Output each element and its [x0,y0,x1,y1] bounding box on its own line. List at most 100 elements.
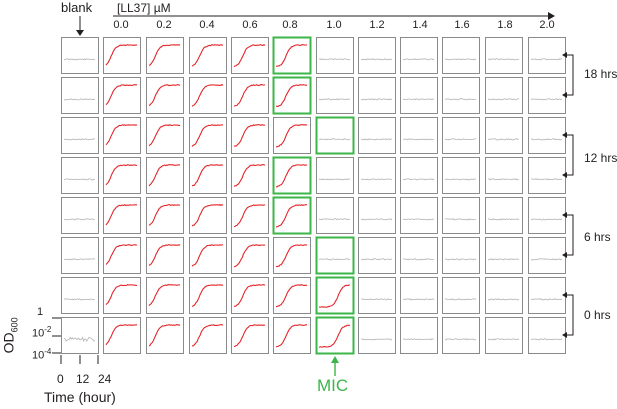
mic-highlight-box [272,76,312,115]
plot-panel [273,37,311,74]
plot-panel [400,277,438,314]
baseline-curve [63,178,96,181]
growth-curve [233,244,266,268]
growth-curve [191,284,224,307]
baseline-curve [63,138,96,141]
plot-panel [358,317,396,354]
growth-curve [191,44,224,67]
baseline-curve [361,98,393,101]
plot-panel [400,117,438,154]
plot-panel [442,237,480,274]
plot-panel [528,197,566,234]
bracket-arrow-head [562,92,567,98]
baseline-curve [64,218,96,221]
plot-panel [316,237,354,274]
plot-panel [400,317,438,354]
plot-panel [146,37,184,74]
blank-arrow-head [76,30,84,36]
growth-curve [148,124,180,147]
plot-panel [400,37,438,74]
x-tick-24: 24 [98,372,112,386]
plot-panel [189,77,227,114]
mic-highlight-box [272,196,312,235]
baseline-curve [402,98,435,101]
plot-panel [61,277,99,314]
mic-highlight-box [315,236,355,275]
baseline-curve [530,138,563,141]
growth-curve [276,284,308,308]
growth-curve [105,283,138,305]
time-bracket [566,214,574,256]
bracket-arrow-head [562,252,567,258]
plot-panel [146,157,184,194]
baseline-curve [402,258,435,261]
growth-curve [148,243,181,266]
y-axis-label: OD600 [0,317,20,354]
growth-curve [233,84,266,107]
plot-panel [61,317,99,354]
baseline-curve [402,58,435,61]
plot-panel [358,117,396,154]
growth-curve [275,244,308,268]
baseline-curve [360,58,393,61]
plot-panel [358,37,396,74]
plot-panel [442,197,480,234]
time-label-12h: 12 hrs [584,151,617,165]
baseline-curve [63,58,96,61]
plot-panel [103,37,141,74]
baseline-curve [360,178,393,181]
plot-panel [400,157,438,194]
baseline-curve [488,178,520,181]
growth-curve [233,284,266,307]
time-bracket [566,294,574,336]
plot-panel [442,117,480,154]
baseline-curve [530,218,563,221]
growth-curve [105,204,137,226]
baseline-curve [444,178,477,181]
plot-panel [528,37,566,74]
bracket-arrow-head [562,52,567,58]
concentration-tick: 0.4 [199,19,215,31]
baseline-curve [444,298,477,301]
baseline-curve [360,218,393,221]
plot-panel [400,237,438,274]
plot-panel [273,157,311,194]
baseline-curve [487,98,520,101]
growth-curve [275,124,308,148]
plot-panel [485,317,523,354]
concentration-tick: 1.2 [369,19,385,31]
plot-panel [442,37,480,74]
growth-curve [275,324,308,348]
plot-panel [103,197,141,234]
baseline-curve [487,138,520,141]
baseline-curve [361,338,393,341]
baseline-curve [487,298,520,301]
plot-panel [189,237,227,274]
plot-panel [61,237,99,274]
concentration-tick: 1.0 [326,19,342,31]
plot-panel [146,277,184,314]
mic-arrow-head [331,356,339,363]
plot-panel [146,117,184,154]
plot-panel [189,157,227,194]
plot-panel [273,197,311,234]
baseline-curve [487,258,520,261]
plot-panel [231,77,269,114]
mic-highlight-box [315,316,355,355]
mic-highlight-box [272,156,312,195]
plot-panel [103,77,141,114]
baseline-curve [318,178,351,181]
bracket-arrow-head [562,292,567,298]
blank-label: blank [61,0,93,15]
baseline-curve [402,138,435,141]
baseline-curve [63,298,95,301]
plot-panel [189,117,227,154]
plot-panel [189,277,227,314]
growth-curve [105,244,138,265]
concentration-tick: 0.2 [156,19,172,31]
mic-highlight-box [315,276,355,315]
plot-panel [528,117,566,154]
baseline-curve [360,138,393,141]
plot-panel [400,77,438,114]
